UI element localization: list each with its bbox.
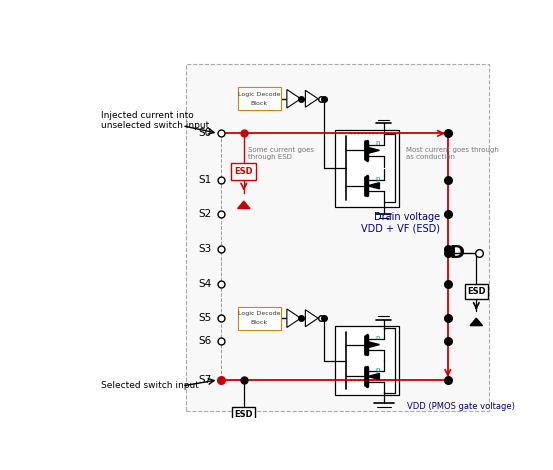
Polygon shape (305, 310, 318, 327)
Bar (186, 64, 489, 411)
Bar (238, 306, 281, 330)
Bar (465, 283, 488, 299)
Bar (238, 87, 281, 110)
Text: Block: Block (251, 101, 268, 106)
Text: S0: S0 (199, 128, 211, 138)
Polygon shape (470, 318, 482, 326)
Text: Selected switch input: Selected switch input (101, 382, 199, 391)
Bar (335, 130, 399, 206)
Polygon shape (368, 147, 379, 153)
Polygon shape (287, 309, 301, 328)
Text: n: n (376, 335, 380, 341)
Text: D: D (450, 244, 465, 262)
Polygon shape (368, 342, 379, 348)
Text: S4: S4 (198, 279, 211, 289)
Text: ESD: ESD (234, 410, 253, 419)
Bar (232, 407, 255, 422)
Text: VDD (PMOS gate voltage): VDD (PMOS gate voltage) (406, 402, 514, 411)
Polygon shape (287, 89, 301, 108)
Text: n: n (376, 141, 380, 147)
Text: p: p (376, 367, 380, 373)
Text: Some current goes
through ESD: Some current goes through ESD (248, 147, 314, 160)
Text: ESD: ESD (234, 167, 253, 176)
Text: S2: S2 (198, 209, 211, 219)
Bar (232, 164, 256, 180)
Text: Logic Decode: Logic Decode (238, 92, 280, 97)
Text: S3: S3 (198, 244, 211, 254)
Polygon shape (238, 201, 250, 209)
Text: S5: S5 (198, 313, 211, 323)
Text: S7: S7 (198, 375, 211, 385)
Text: Injected current into
unselected switch input: Injected current into unselected switch … (101, 110, 210, 130)
Text: Logic Decode: Logic Decode (238, 311, 280, 316)
Text: S6: S6 (198, 337, 211, 346)
Polygon shape (368, 374, 379, 380)
Text: p: p (376, 176, 380, 182)
Text: S1: S1 (198, 174, 211, 185)
Bar (335, 326, 399, 395)
Text: ESD: ESD (467, 287, 486, 296)
Polygon shape (368, 183, 379, 189)
Polygon shape (238, 441, 250, 449)
Text: Block: Block (251, 321, 268, 325)
Text: Drain voltage
VDD + VF (ESD): Drain voltage VDD + VF (ESD) (361, 212, 440, 234)
Text: Most current goes through
as conduction: Most current goes through as conduction (406, 147, 499, 160)
Polygon shape (305, 90, 318, 107)
